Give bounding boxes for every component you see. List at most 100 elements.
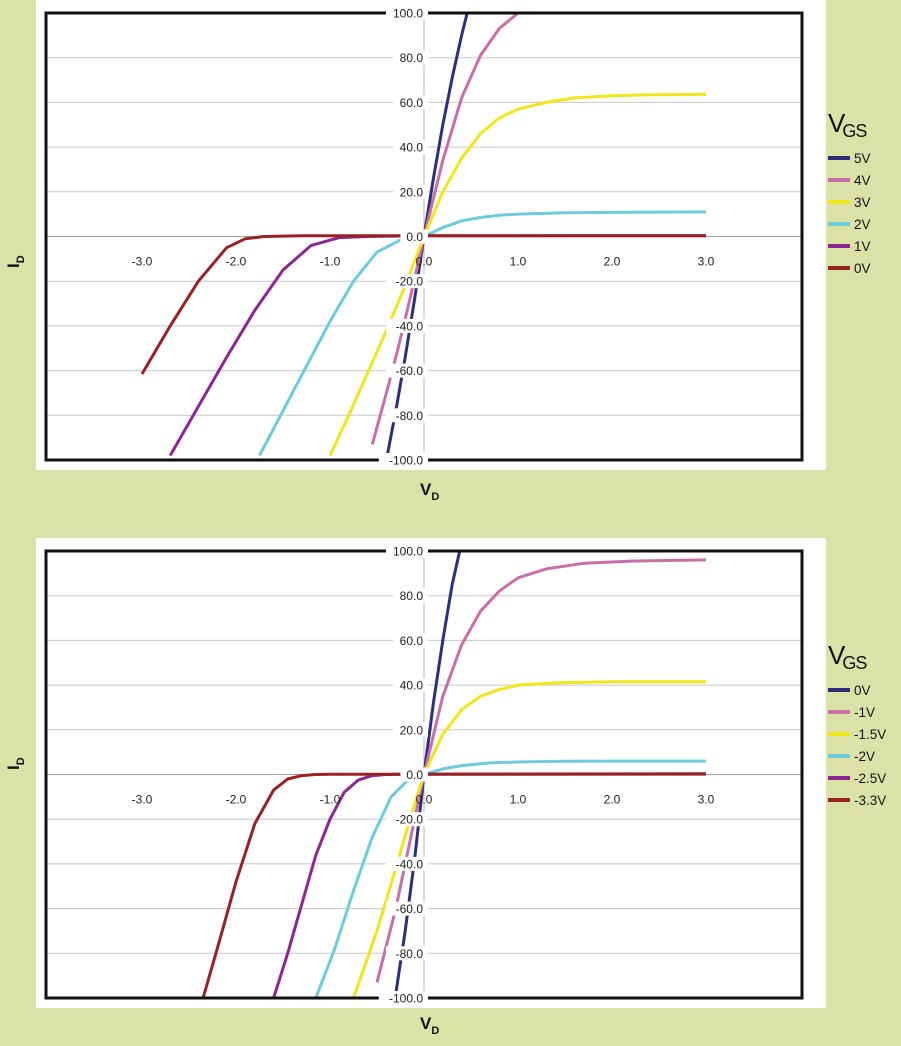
y-tick-label: -100.0 xyxy=(389,454,423,468)
chart-top: -100.0 -80.0 -60.0 -40.0 -20.0 0.0 20.0 40.0 60.… xyxy=(44,6,804,468)
x-axis-label-bottom: VD xyxy=(420,1014,440,1037)
tick-label-bg xyxy=(386,946,428,961)
y-tick-label: -20.0 xyxy=(396,275,424,289)
tick-label-bg xyxy=(386,363,428,378)
y-tick-label: 40.0 xyxy=(400,679,424,693)
legend-label: 3V xyxy=(854,194,871,210)
series-line xyxy=(328,92,707,457)
x-tick-label: 3.0 xyxy=(698,793,715,807)
legend-item: 3V xyxy=(828,191,901,213)
series-line xyxy=(384,12,469,461)
y-axis-label-bottom: ID xyxy=(4,757,27,770)
y-tick-label: 60.0 xyxy=(400,96,424,110)
tick-label-bg xyxy=(393,722,428,737)
chart-panel-top: -100.0 -80.0 -60.0 -40.0 -20.0 0.0 20.0 40.0 60.… xyxy=(36,0,826,470)
legend-label: 1V xyxy=(854,238,871,254)
x-tick-label: -3.0 xyxy=(132,255,153,269)
x-tick-label: 2.0 xyxy=(604,255,621,269)
y-tick-label: -100.0 xyxy=(389,992,423,1006)
tick-label-bg xyxy=(386,856,428,871)
legend-swatch xyxy=(828,222,850,226)
chart-bottom: -100.0 -80.0 -60.0 -40.0 -20.0 0.0 20.0 40.0 60.… xyxy=(44,544,804,1006)
y-axis-label-top: ID xyxy=(4,255,27,268)
legend-label: -3.3V xyxy=(854,792,887,808)
series-line xyxy=(370,11,519,445)
y-tick-label: -20.0 xyxy=(396,813,424,827)
tick-label-bg xyxy=(393,678,428,693)
tick-label-bg xyxy=(393,633,428,648)
y-tick-label: -60.0 xyxy=(396,364,424,378)
tick-label-bg xyxy=(386,812,428,827)
legend-item: 1V xyxy=(828,235,901,257)
x-tick-label: 0.0 xyxy=(416,255,433,269)
x-tick-label: -1.0 xyxy=(320,793,341,807)
legend-top: VGS 5V 4V 3V 2V 1V 0V xyxy=(828,108,901,279)
series-line xyxy=(140,234,706,375)
legend-label: 4V xyxy=(854,172,871,188)
legend-swatch xyxy=(828,178,850,182)
y-tick-label: 80.0 xyxy=(400,51,424,65)
x-axis-label-top: VD xyxy=(420,480,440,503)
legend-items: 0V -1V -1.5V -2V -2.5V -3.3V xyxy=(828,679,901,811)
legend-bottom: VGS 0V -1V -1.5V -2V -2.5V -3.3V xyxy=(828,640,901,811)
series-line xyxy=(314,759,706,999)
legend-item: 5V xyxy=(828,147,901,169)
tick-label-bg xyxy=(378,991,428,1005)
y-tick-label: 80.0 xyxy=(400,589,424,603)
legend-swatch xyxy=(828,156,850,160)
legend-label: 0V xyxy=(854,260,871,276)
legend-label: 2V xyxy=(854,216,871,232)
legend-title: VGS xyxy=(828,108,867,141)
x-tick-label: -2.0 xyxy=(226,793,247,807)
y-tick-label: -80.0 xyxy=(396,947,424,961)
legend-item: 2V xyxy=(828,213,901,235)
y-tick-label: -60.0 xyxy=(396,902,424,916)
legend-item: -3.3V xyxy=(828,789,901,811)
series-line xyxy=(375,558,707,983)
legend-item: -1.5V xyxy=(828,723,901,745)
legend-label: 0V xyxy=(854,682,871,698)
legend-swatch xyxy=(828,710,850,714)
y-tick-label: 100.0 xyxy=(393,7,423,21)
legend-swatch xyxy=(828,754,850,758)
x-tick-label: 1.0 xyxy=(510,255,527,269)
y-tick-label: 0.0 xyxy=(406,768,423,782)
y-tick-label: 0.0 xyxy=(406,230,423,244)
y-tick-label: -80.0 xyxy=(396,409,424,423)
y-tick-label: -40.0 xyxy=(396,319,424,333)
tick-label-bg xyxy=(393,95,428,110)
legend-label: 5V xyxy=(854,150,871,166)
tick-label-bg xyxy=(386,544,428,558)
tick-label-bg xyxy=(393,140,428,155)
legend-swatch xyxy=(828,266,850,270)
legend-label: -1.5V xyxy=(854,726,887,742)
legend-item: -2V xyxy=(828,745,901,767)
legend-item: -2.5V xyxy=(828,767,901,789)
y-tick-label: 60.0 xyxy=(400,634,424,648)
series-line xyxy=(201,772,707,999)
legend-label: -2.5V xyxy=(854,770,887,786)
legend-item: 4V xyxy=(828,169,901,191)
tick-label-bg xyxy=(378,453,428,467)
legend-swatch xyxy=(828,732,850,736)
legend-item: -1V xyxy=(828,701,901,723)
series-line xyxy=(272,772,707,999)
legend-label: -2V xyxy=(854,748,876,764)
legend-swatch xyxy=(828,244,850,248)
tick-label-bg xyxy=(386,6,428,20)
tick-label-bg xyxy=(393,184,428,199)
legend-items: 5V 4V 3V 2V 1V 0V xyxy=(828,147,901,279)
legend-swatch xyxy=(828,688,850,692)
tick-label-bg xyxy=(393,588,428,603)
tick-label-bg xyxy=(400,767,428,782)
y-tick-label: 20.0 xyxy=(400,185,424,199)
x-tick-label: -3.0 xyxy=(132,793,153,807)
tick-label-bg xyxy=(386,901,428,916)
x-tick-label: -1.0 xyxy=(320,255,341,269)
x-tick-label: -2.0 xyxy=(226,255,247,269)
tick-label-bg xyxy=(393,50,428,65)
legend-swatch xyxy=(828,776,850,780)
x-tick-label: 0.0 xyxy=(416,793,433,807)
tick-label-bg xyxy=(400,229,428,244)
tick-label-bg xyxy=(386,274,428,289)
